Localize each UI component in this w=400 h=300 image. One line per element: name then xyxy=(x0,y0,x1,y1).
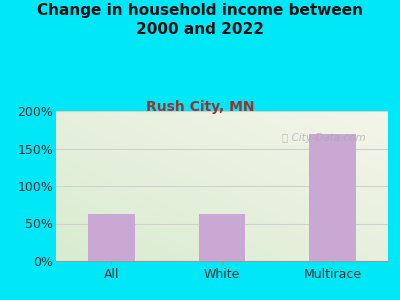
Bar xyxy=(88,214,134,261)
Bar xyxy=(310,134,356,261)
Bar xyxy=(199,214,245,261)
Text: ⓘ City-Data.com: ⓘ City-Data.com xyxy=(282,133,365,143)
Text: Rush City, MN: Rush City, MN xyxy=(146,100,254,115)
Text: Change in household income between
2000 and 2022: Change in household income between 2000 … xyxy=(37,3,363,37)
